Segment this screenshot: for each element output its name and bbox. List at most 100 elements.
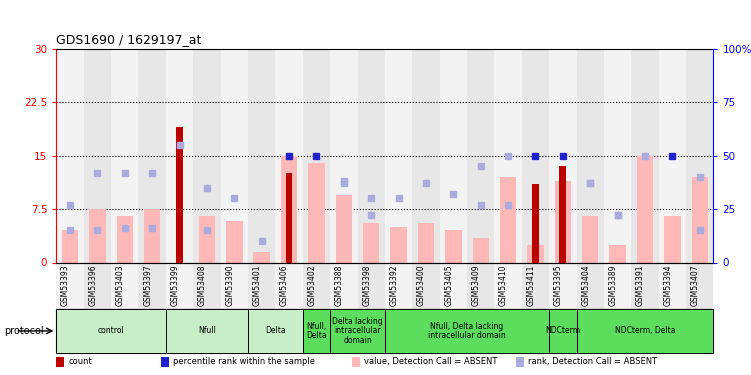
Bar: [516, 357, 524, 367]
Bar: [221, 49, 248, 262]
Text: GSM53397: GSM53397: [143, 265, 152, 306]
Text: percentile rank within the sample: percentile rank within the sample: [173, 357, 315, 366]
Text: GSM53398: GSM53398: [362, 265, 371, 306]
Text: GSM53394: GSM53394: [663, 265, 672, 306]
Bar: [686, 49, 713, 262]
Text: GSM53411: GSM53411: [526, 265, 535, 306]
Bar: [494, 49, 522, 262]
Text: Delta: Delta: [265, 326, 285, 335]
Bar: [111, 262, 138, 309]
Bar: [56, 262, 83, 309]
Bar: [352, 357, 360, 367]
Bar: [439, 49, 467, 262]
Text: GSM53392: GSM53392: [390, 265, 399, 306]
Bar: [276, 262, 303, 309]
Bar: [221, 262, 248, 309]
Text: Nfull, Delta lacking
intracellular domain: Nfull, Delta lacking intracellular domai…: [428, 322, 506, 340]
Bar: [549, 262, 577, 309]
Text: Nfull: Nfull: [198, 326, 216, 335]
Bar: [226, 221, 243, 262]
Bar: [193, 262, 221, 309]
Bar: [692, 177, 708, 262]
Bar: [494, 262, 522, 309]
Text: GSM53410: GSM53410: [499, 265, 508, 306]
Bar: [467, 262, 494, 309]
Bar: [412, 49, 439, 262]
Text: GSM53401: GSM53401: [252, 265, 261, 306]
Text: NDCterm: NDCterm: [545, 326, 581, 335]
Bar: [418, 224, 434, 262]
Bar: [549, 309, 577, 352]
Text: protocol: protocol: [4, 326, 44, 336]
Bar: [199, 216, 215, 262]
Bar: [577, 262, 604, 309]
Text: GSM53395: GSM53395: [553, 265, 562, 306]
Bar: [144, 209, 161, 262]
Bar: [138, 49, 166, 262]
Bar: [308, 163, 324, 262]
Bar: [577, 309, 713, 352]
Bar: [62, 230, 78, 262]
Text: control: control: [98, 326, 125, 335]
Bar: [176, 127, 183, 262]
Text: GDS1690 / 1629197_at: GDS1690 / 1629197_at: [56, 33, 202, 46]
Text: Nfull,
Delta: Nfull, Delta: [306, 322, 327, 340]
Text: value, Detection Call = ABSENT: value, Detection Call = ABSENT: [363, 357, 497, 366]
Bar: [659, 49, 686, 262]
Text: Delta lacking
intracellular
domain: Delta lacking intracellular domain: [332, 317, 383, 345]
Bar: [330, 262, 357, 309]
Text: GSM53391: GSM53391: [636, 265, 645, 306]
Text: GSM53402: GSM53402: [307, 265, 316, 306]
Bar: [357, 262, 385, 309]
Bar: [385, 309, 549, 352]
Bar: [303, 309, 330, 352]
Bar: [467, 49, 494, 262]
Bar: [637, 156, 653, 262]
Bar: [357, 49, 385, 262]
Bar: [330, 309, 385, 352]
Bar: [439, 262, 467, 309]
Text: GSM53389: GSM53389: [608, 265, 617, 306]
Bar: [412, 262, 439, 309]
Bar: [161, 357, 169, 367]
Text: NDCterm, Delta: NDCterm, Delta: [615, 326, 675, 335]
Bar: [664, 216, 680, 262]
Bar: [276, 49, 303, 262]
Bar: [632, 49, 659, 262]
Bar: [111, 49, 138, 262]
Bar: [248, 309, 303, 352]
Bar: [604, 262, 632, 309]
Bar: [472, 238, 489, 262]
Bar: [500, 177, 517, 262]
Bar: [659, 262, 686, 309]
Bar: [527, 245, 544, 262]
Bar: [330, 49, 357, 262]
Bar: [83, 49, 111, 262]
Bar: [363, 224, 379, 262]
Bar: [83, 262, 111, 309]
Text: GSM53407: GSM53407: [691, 265, 700, 306]
Text: GSM53400: GSM53400: [417, 265, 426, 306]
Bar: [686, 262, 713, 309]
Text: GSM53399: GSM53399: [170, 265, 179, 306]
Text: GSM53403: GSM53403: [116, 265, 125, 306]
Bar: [582, 216, 599, 262]
Bar: [391, 227, 407, 262]
Bar: [56, 357, 65, 367]
Bar: [166, 309, 248, 352]
Text: GSM53405: GSM53405: [445, 265, 454, 306]
Bar: [555, 181, 571, 262]
Bar: [303, 49, 330, 262]
Bar: [385, 49, 412, 262]
Text: GSM53404: GSM53404: [581, 265, 590, 306]
Text: count: count: [68, 357, 92, 366]
Bar: [193, 49, 221, 262]
Bar: [632, 262, 659, 309]
Text: GSM53390: GSM53390: [225, 265, 234, 306]
Bar: [285, 174, 292, 262]
Bar: [549, 49, 577, 262]
Text: GSM53393: GSM53393: [61, 265, 70, 306]
Bar: [89, 209, 106, 262]
Bar: [166, 262, 193, 309]
Bar: [166, 49, 193, 262]
